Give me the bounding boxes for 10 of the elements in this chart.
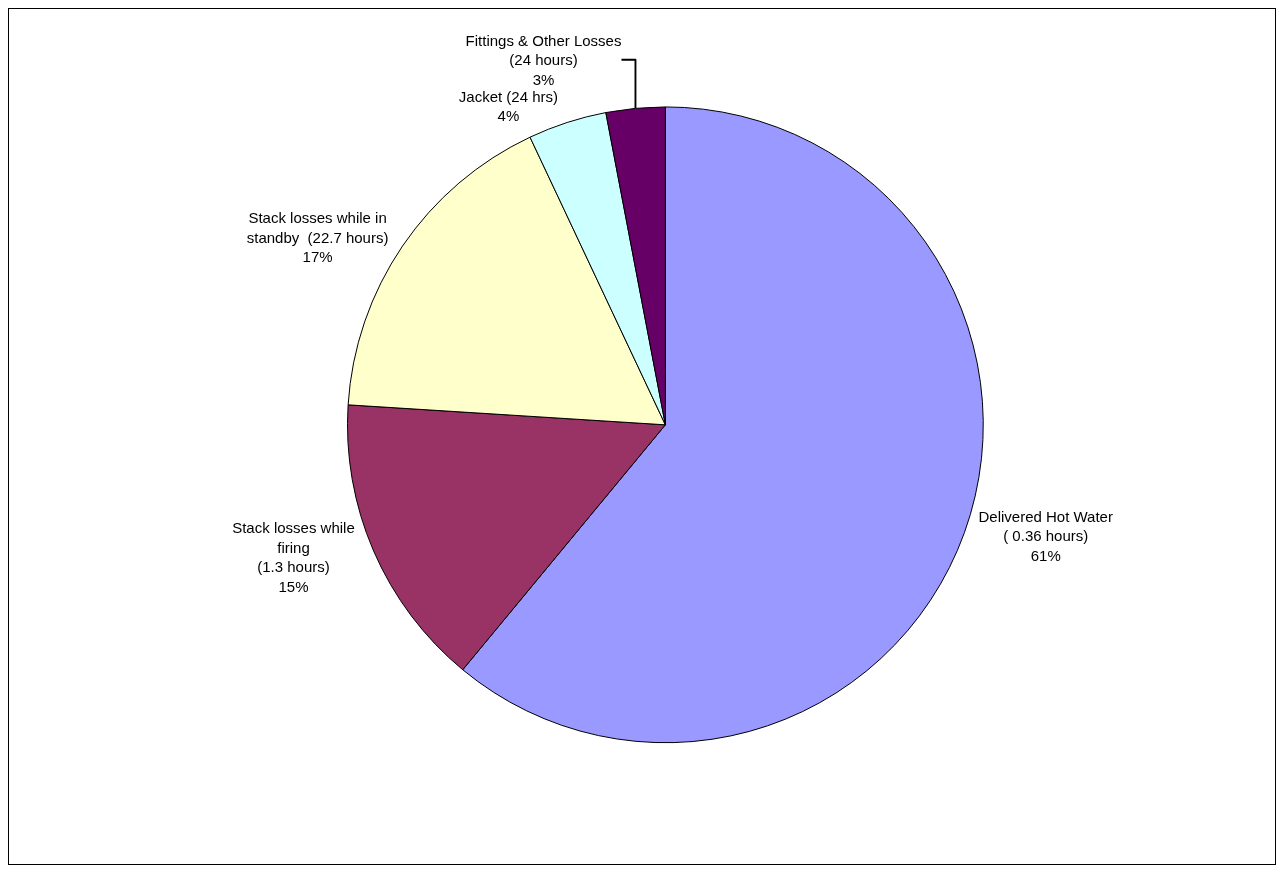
slice-label: Jacket (24 hrs)	[458, 87, 559, 105]
data-label: 17%	[302, 248, 333, 266]
data-label: 3%	[532, 70, 555, 88]
data-label: 15%	[278, 577, 309, 595]
slice-label: Stack losses while firing (1.3 hours)	[232, 519, 355, 576]
slice-label: Stack losses while in standby (22.7 hours)	[246, 209, 389, 246]
slice-label: Delivered Hot Water ( 0.36 hours)	[978, 507, 1113, 545]
slice-label: Fittings & Other Losses (24 hours)	[465, 31, 622, 69]
data-label: 4%	[497, 107, 520, 125]
data-label: 61%	[1030, 546, 1061, 564]
